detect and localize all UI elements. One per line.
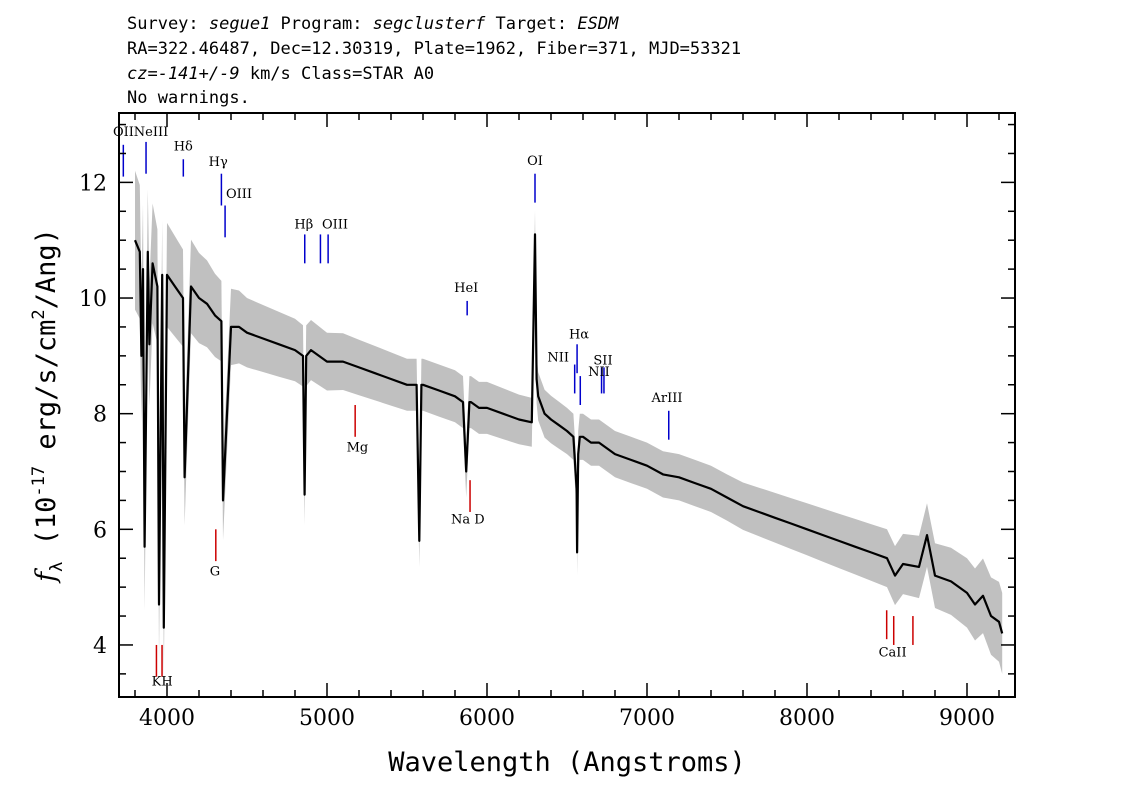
header-target-label: Target:	[485, 14, 577, 34]
line-label: Hγ	[209, 155, 228, 170]
header-class: km/s Class=STAR A0	[240, 64, 434, 84]
line-marker-layer	[122, 141, 914, 677]
error-band	[135, 170, 1003, 682]
line-label: KH	[152, 674, 173, 689]
header-line-3: cz=-141+/-9 km/s Class=STAR A0	[127, 64, 434, 84]
y-tick-label: 4	[93, 634, 107, 659]
line-label: OIII	[226, 187, 252, 202]
line-label: Na D	[451, 513, 485, 528]
y-axis-sub: λ	[47, 562, 67, 572]
line-label: Mg	[347, 440, 369, 455]
y-tick-label: 6	[93, 518, 107, 543]
header-program-label: Program:	[270, 14, 372, 34]
x-tick-label: 5000	[299, 706, 355, 731]
x-tick-label: 7000	[619, 706, 675, 731]
x-tick-label: 6000	[459, 706, 515, 731]
line-label: OIII	[322, 218, 348, 233]
header-line-4: No warnings.	[127, 88, 250, 108]
y-tick-label: 8	[93, 403, 107, 428]
y-tick-label: 10	[79, 287, 107, 312]
line-label: G	[210, 565, 220, 580]
plot-frame	[118, 112, 1016, 698]
line-label: OI	[527, 154, 543, 169]
line-label: Hα	[569, 328, 589, 343]
y-axis-title: fλ (10-17 erg/s/cm2/Ang)	[29, 228, 67, 584]
line-label: Hδ	[174, 140, 193, 155]
error-band-layer	[135, 170, 1003, 682]
header-program-value: segclusterf	[373, 14, 486, 34]
header-survey-value: segue1	[209, 14, 270, 34]
axes: 4000 5000 6000 7000 8000 9000 4 6 8 10 12	[79, 112, 1016, 731]
line-label: HeI	[454, 281, 478, 296]
x-tick-label: 9000	[939, 706, 995, 731]
svg-text:fλ (10-17 erg/s/cm2/Ang): fλ (10-17 erg/s/cm2/Ang)	[29, 228, 67, 584]
y-tick-label: 12	[79, 171, 107, 196]
header-redshift: cz=-141+/-9	[127, 64, 240, 84]
header-line-1: Survey: segue1 Program: segclusterf Targ…	[127, 14, 619, 34]
flux-layer	[133, 233, 1004, 634]
line-label: NeIII	[134, 125, 168, 140]
line-label: ArIII	[650, 391, 682, 406]
x-tick-label: 4000	[139, 706, 195, 731]
line-label: SII	[593, 354, 612, 369]
line-label: NII	[547, 351, 569, 366]
line-label: OII	[113, 125, 134, 140]
header-survey-label: Survey:	[127, 14, 209, 34]
header-target-value: ESDM	[577, 14, 619, 34]
header-line-2: RA=322.46487, Dec=12.30319, Plate=1962, …	[127, 39, 741, 59]
x-axis-title: Wavelength (Angstroms)	[388, 747, 746, 778]
flux-line	[133, 233, 1004, 634]
x-tick-label: 8000	[779, 706, 835, 731]
line-label: NII	[588, 365, 610, 380]
line-label: Hβ	[294, 218, 313, 233]
line-label: CaII	[879, 646, 907, 661]
